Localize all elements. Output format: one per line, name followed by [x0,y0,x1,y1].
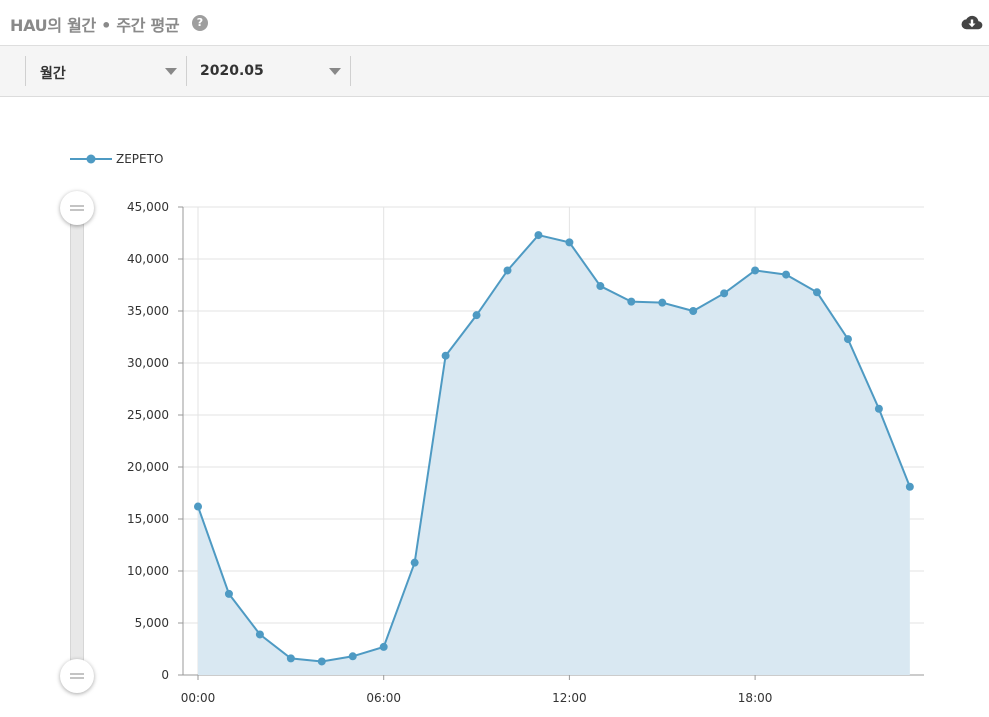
date-select[interactable]: 2020.05 [200,46,345,96]
caret-down-icon [165,68,177,75]
series-line [197,233,911,663]
filter-bar: 월간 2020.05 [0,46,989,97]
data-point [410,558,419,567]
data-point [627,297,636,306]
cloud-download-icon[interactable] [961,14,983,32]
data-point [317,657,326,666]
data-point [813,288,821,297]
caret-down-icon [329,68,341,75]
panel-header: HAU의 월간 • 주간 평균 ? [0,0,989,46]
series-area [198,235,910,675]
data-point [751,266,760,275]
y-tick-label: 45,000 [127,200,169,214]
x-tick-label: 18:00 [738,691,773,705]
date-select-value: 2020.05 [200,63,264,79]
data-point [689,307,698,315]
question-circle-icon[interactable]: ? [192,15,208,31]
data-point [503,266,512,275]
y-tick-label: 30,000 [127,356,169,370]
data-point [658,298,667,307]
data-point [534,231,543,240]
y-tick-label: 20,000 [127,460,169,474]
range-slider-top-handle[interactable] [60,191,94,225]
y-tick-label: 10,000 [127,564,169,578]
panel-title: HAU의 월간 • 주간 평균 [10,16,180,35]
data-point [874,404,883,413]
period-select[interactable]: 월간 [40,46,180,96]
period-select-value: 월간 [40,66,66,82]
x-tick-label: 12:00 [552,691,587,705]
drag-handle-icon [70,673,84,675]
divider [350,56,351,86]
data-point [596,282,605,291]
x-tick-label: 00:00 [181,691,216,705]
data-point [194,502,202,511]
y-tick-label: 0 [161,668,169,682]
drag-handle-icon [70,677,84,679]
y-tick-label: 40,000 [127,252,169,266]
legend-label: ZEPETO [116,152,164,166]
divider [186,56,187,86]
y-tick-label: 25,000 [127,408,169,422]
data-point [255,630,264,639]
y-tick-label: 35,000 [127,304,169,318]
data-point [286,654,295,663]
range-slider-track[interactable] [70,208,84,674]
data-point [782,270,791,279]
drag-handle-icon [70,209,84,211]
drag-handle-icon [70,205,84,207]
data-point [379,642,388,651]
data-point [565,238,574,247]
y-tick-label: 15,000 [127,512,169,526]
divider [25,56,26,86]
data-point [224,589,233,598]
data-point [348,652,357,661]
data-point [720,289,729,298]
data-point [905,482,914,491]
data-point [843,335,852,344]
range-slider-bottom-handle[interactable] [60,659,94,693]
x-tick-label: 06:00 [366,691,401,705]
legend-swatch [70,154,112,164]
y-tick-label: 5,000 [135,616,169,630]
data-point [441,351,450,360]
data-point [472,311,481,320]
